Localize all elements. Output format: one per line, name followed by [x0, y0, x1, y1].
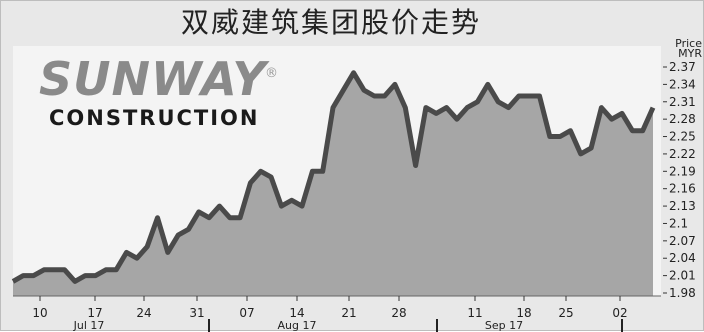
y-tick-label: 2.01	[669, 269, 696, 283]
x-tick-label: 14	[289, 306, 304, 320]
x-tick-label: 07	[239, 306, 254, 320]
y-tick-label: 2.31	[669, 95, 696, 109]
x-tick-label: 10	[32, 306, 47, 320]
x-tick-label: 21	[341, 306, 356, 320]
logo-construction: CONSTRUCTION	[49, 106, 260, 130]
x-tick-label: 02	[612, 306, 627, 320]
logo-sunway: SUNWAY	[39, 52, 270, 106]
y-tick-label: 2.04	[669, 251, 696, 265]
x-tick-label: 18	[516, 306, 531, 320]
y-axis-label: Price	[675, 37, 702, 50]
y-axis: 2.37 2.34 2.31 2.28 2.25 2.22 2.19 2.16 2.13 2.1 2…	[663, 60, 696, 300]
y-tick-label: 1.98	[669, 286, 696, 300]
logo: SUNWAY ® CONSTRUCTION	[39, 52, 278, 130]
x-tick-label: 24	[136, 306, 151, 320]
y-tick-label: 2.13	[669, 199, 696, 213]
y-tick-label: 2.37	[669, 60, 696, 74]
chart-title: 双威建筑集团股价走势	[180, 6, 481, 39]
logo-registered-mark: ®	[265, 66, 278, 81]
x-tick-label: 17	[87, 306, 102, 320]
month-label: Jul 17	[73, 319, 105, 332]
x-axis: 10 17 24 31 07 14 21 28 11 18 25 02 Jul 17 Aug 17 Sep …	[32, 296, 628, 332]
x-tick-label: 28	[391, 306, 406, 320]
y-tick-label: 2.22	[669, 147, 696, 161]
x-tick-label: 11	[467, 306, 482, 320]
price-line	[11, 70, 656, 284]
month-label: Sep 17	[485, 319, 523, 332]
y-tick-label: 2.19	[669, 164, 696, 178]
price-area	[13, 72, 653, 296]
y-tick-label: 2.25	[669, 130, 696, 144]
y-tick-label: 2.16	[669, 182, 696, 196]
x-tick-label: 25	[558, 306, 573, 320]
y-tick-label: 2.28	[669, 112, 696, 126]
y-tick-label: 2.07	[669, 234, 696, 248]
y-axis-unit: MYR	[678, 47, 702, 60]
y-tick-label: 2.34	[669, 77, 696, 91]
x-tick-label: 31	[189, 306, 204, 320]
month-label: Aug 17	[278, 319, 317, 332]
y-tick-label: 2.1	[669, 216, 688, 230]
